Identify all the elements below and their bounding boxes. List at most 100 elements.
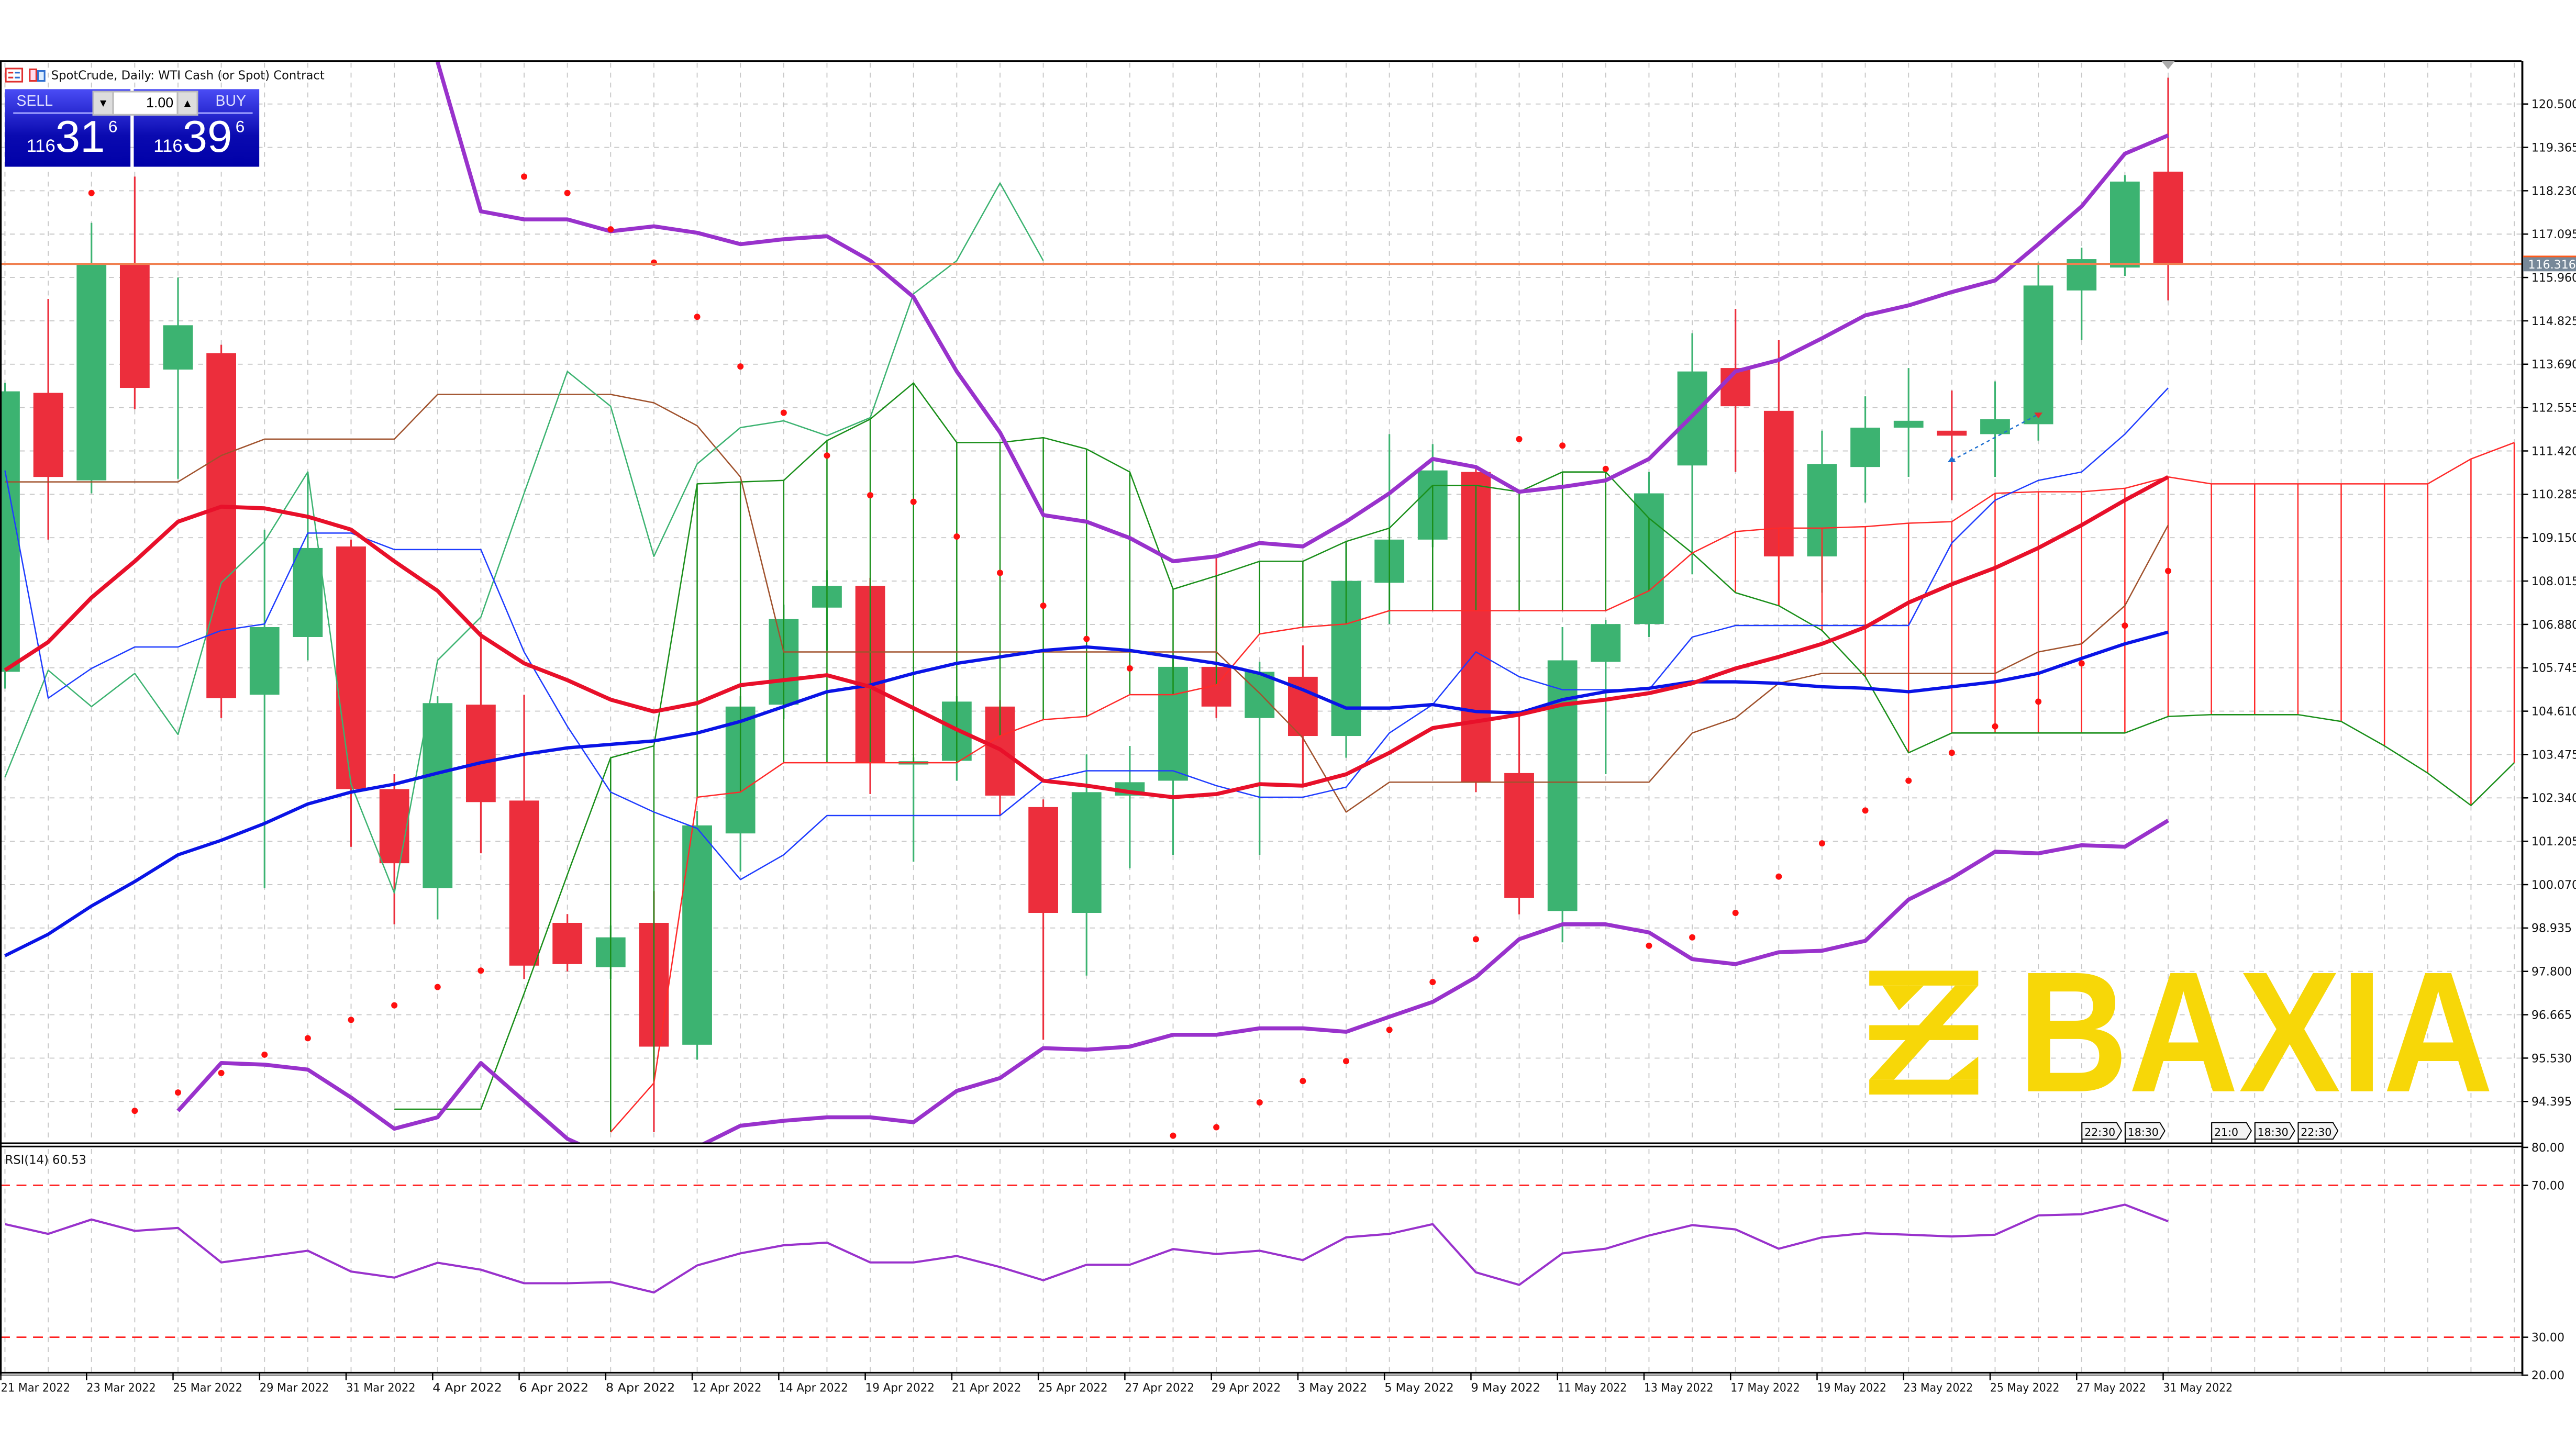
x-tick-label: 23 May 2022	[1904, 1382, 1973, 1395]
axes: 120.500 119.365 118.230 117.095 115.960 114.8…	[0, 98, 2576, 1395]
y-tick-label: 103.475	[2531, 749, 2576, 762]
y-tick-label: 102.340	[2531, 792, 2576, 805]
event-flag-label: 21:0	[2214, 1126, 2238, 1139]
parabolic-sar-dot	[1862, 807, 1869, 814]
parabolic-sar-dot	[1732, 910, 1739, 917]
parabolic-sar-dot	[1559, 442, 1566, 449]
candle-body	[293, 548, 323, 637]
candle-body	[1850, 427, 1880, 467]
parabolic-sar-dot	[218, 1069, 225, 1076]
candle	[76, 222, 107, 494]
parabolic-sar-dot	[1775, 873, 1782, 880]
candle	[1115, 746, 1145, 868]
event-flag-label: 22:30	[2301, 1126, 2331, 1139]
y-tick-label: 105.745	[2531, 662, 2576, 675]
candle	[1720, 308, 1751, 472]
candle	[293, 472, 323, 661]
parabolic-sar-dot	[391, 1002, 398, 1009]
rsi-plot-area	[0, 1185, 2522, 1338]
rsi-y-tick-label: 30.00	[2531, 1332, 2564, 1345]
sell-price-sup: 6	[108, 119, 118, 137]
x-tick-label: 31 May 2022	[2163, 1382, 2233, 1395]
parabolic-sar-dot	[1516, 436, 1523, 442]
parabolic-sar-dot	[996, 570, 1003, 576]
parabolic-sar-dot	[1818, 840, 1825, 847]
buy-price-prefix: 116	[153, 137, 183, 157]
candle	[1288, 645, 1318, 785]
x-tick-label: 23 Mar 2022	[86, 1382, 156, 1395]
parabolic-sar-dot	[2165, 567, 2171, 574]
parabolic-sar-dot	[1472, 936, 1479, 943]
parabolic-sar-dot	[1040, 602, 1047, 609]
parabolic-sar-dot	[607, 226, 614, 233]
candle-body	[423, 703, 453, 888]
chart-frame	[0, 60, 2524, 1376]
candle	[1850, 396, 1880, 503]
buy-price-sup: 6	[235, 119, 245, 137]
rsi-indicator-label: RSI(14) 60.53	[5, 1152, 86, 1167]
candle-body	[249, 627, 280, 695]
event-flags: 22:30 18:30 21:0 18:30 22:30	[2081, 1122, 2339, 1143]
parabolic-sar-dot	[1256, 1099, 1263, 1106]
parabolic-sar-dot	[261, 1051, 268, 1058]
parabolic-sar-dot	[867, 492, 874, 499]
x-tick-label: 5 May 2022	[1384, 1382, 1453, 1395]
candle-body	[552, 922, 583, 964]
candle	[1893, 368, 1924, 477]
y-tick-label: 115.960	[2531, 272, 2576, 285]
x-tick-label: 21 Apr 2022	[952, 1382, 1021, 1395]
rsi-line	[5, 1203, 2169, 1294]
candle-body	[119, 264, 150, 388]
lot-size-input[interactable]: 1.00	[114, 92, 177, 114]
parabolic-sar-dot	[88, 189, 95, 196]
parabolic-sar-dot	[1602, 465, 1609, 472]
y-tick-label: 104.610	[2531, 705, 2576, 718]
candle-body	[2023, 285, 2053, 425]
candle-body	[206, 353, 237, 698]
candle	[1504, 715, 1534, 914]
parabolic-sar-dot	[1646, 942, 1652, 949]
parabolic-sar-dot	[1343, 1058, 1350, 1065]
indicator-window-icon[interactable]	[28, 68, 47, 82]
x-tick-label: 17 May 2022	[1730, 1382, 1800, 1395]
candle-body	[76, 264, 107, 481]
candle	[163, 277, 193, 479]
lot-size-stepper[interactable]: ▼ 1.00 ▲	[92, 91, 198, 116]
candle	[682, 811, 712, 1060]
parabolic-sar-dot	[304, 1035, 311, 1042]
lot-increase-button[interactable]: ▲	[176, 92, 197, 114]
chart-list-icon[interactable]	[5, 68, 24, 83]
y-tick-label: 111.420	[2531, 445, 2576, 458]
trade-history-line	[1951, 414, 2039, 461]
candle	[898, 757, 929, 862]
y-tick-label: 97.800	[2531, 966, 2572, 979]
last-bar-marker-icon	[2161, 61, 2175, 70]
x-tick-label: 31 Mar 2022	[346, 1382, 415, 1395]
rsi-y-tick-label: 80.00	[2531, 1142, 2564, 1155]
candle-body	[1591, 624, 1621, 662]
candle-body	[379, 789, 409, 864]
candle-body	[163, 325, 193, 370]
main-plot-area	[0, 61, 2522, 1143]
parabolic-sar-dot	[1170, 1132, 1176, 1139]
y-tick-label: 119.365	[2531, 141, 2576, 154]
logo-mark-top	[1869, 970, 1979, 986]
event-flag-icon	[2211, 1122, 2252, 1140]
candle	[423, 696, 453, 920]
x-tick-label: 29 Apr 2022	[1212, 1382, 1281, 1395]
y-tick-label: 98.935	[2531, 922, 2572, 935]
sell-divider	[13, 112, 113, 114]
event-flag-icon	[2254, 1122, 2295, 1140]
candle	[1677, 333, 1707, 575]
candle	[206, 344, 237, 718]
parabolic-sar-dot	[348, 1017, 354, 1023]
candle	[552, 914, 583, 972]
parabolic-sar-dot	[2035, 698, 2042, 705]
rsi-y-tick-label: 70.00	[2531, 1179, 2564, 1192]
candle	[1937, 390, 1967, 500]
lot-decrease-button[interactable]: ▼	[94, 92, 114, 114]
y-tick-label: 110.285	[2531, 488, 2576, 501]
parabolic-sar-dot	[737, 363, 744, 370]
moving-average-red-line	[4, 475, 2169, 799]
